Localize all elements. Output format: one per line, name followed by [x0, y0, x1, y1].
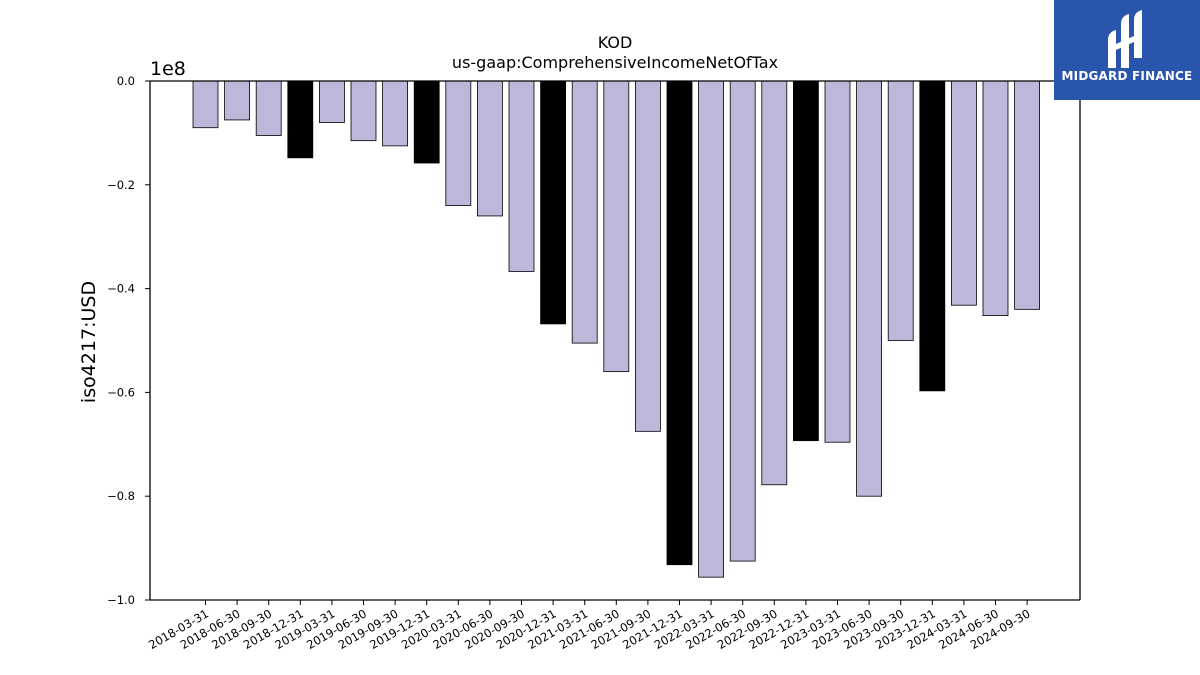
bar-2019-03-31: [318, 80, 345, 123]
bar-2018-03-31: [192, 80, 219, 129]
bar-2023-09-30: [887, 80, 914, 341]
y-axis-scale-label: 1e8: [150, 58, 186, 80]
y-tick-label: 0.0: [117, 74, 135, 88]
bar-2024-09-30: [1014, 80, 1040, 310]
bar-2018-12-31: [287, 80, 314, 159]
bar-2022-06-30: [729, 80, 756, 562]
bar-2020-03-31: [445, 80, 472, 206]
bar-2018-06-30: [224, 80, 251, 121]
y-tick-label: −1.0: [107, 593, 135, 607]
bar-2021-12-31: [666, 80, 693, 566]
bar-2019-09-30: [382, 80, 409, 147]
bar-2021-06-30: [603, 80, 630, 373]
bar-2020-09-30: [508, 80, 535, 272]
bar-2024-06-30: [982, 80, 1009, 316]
y-tick-label: −0.2: [107, 178, 135, 192]
bar-2019-06-30: [350, 80, 377, 142]
y-ticks-group: 0.0 −0.2 −0.4 −0.6 −0.8 −1.0: [107, 74, 150, 607]
bar-2023-06-30: [856, 80, 882, 497]
bar-2024-03-31: [951, 80, 977, 306]
bar-2023-12-31: [919, 80, 946, 392]
brand-mark-icon: [1108, 10, 1142, 68]
chart-title: KOD: [598, 33, 633, 52]
bar-2020-12-31: [540, 80, 566, 325]
bar-2022-09-30: [761, 80, 788, 486]
brand-logo-text: MIDGARD FINANCE: [1061, 69, 1193, 83]
bar-2021-09-30: [635, 80, 661, 432]
bar-2021-03-31: [571, 80, 598, 344]
y-tick-label: −0.6: [107, 385, 135, 399]
bar-2019-12-31: [413, 80, 440, 164]
bar-2022-03-31: [698, 80, 724, 578]
chart-subtitle: us-gaap:ComprehensiveIncomeNetOfTax: [452, 53, 778, 72]
bar-2022-12-31: [793, 80, 819, 442]
y-axis-label: iso4217:USD: [78, 281, 100, 403]
brand-logo: MIDGARD FINANCE: [1054, 0, 1200, 100]
bars-group: [192, 80, 1040, 578]
x-ticks-group: 2018-03-312018-06-302018-09-302018-12-31…: [146, 600, 1033, 652]
bar-2023-03-31: [824, 80, 851, 443]
y-tick-label: −0.4: [107, 282, 135, 296]
bar-2018-09-30: [255, 80, 282, 136]
y-tick-label: −0.8: [107, 489, 135, 503]
bar-2020-06-30: [476, 80, 503, 217]
